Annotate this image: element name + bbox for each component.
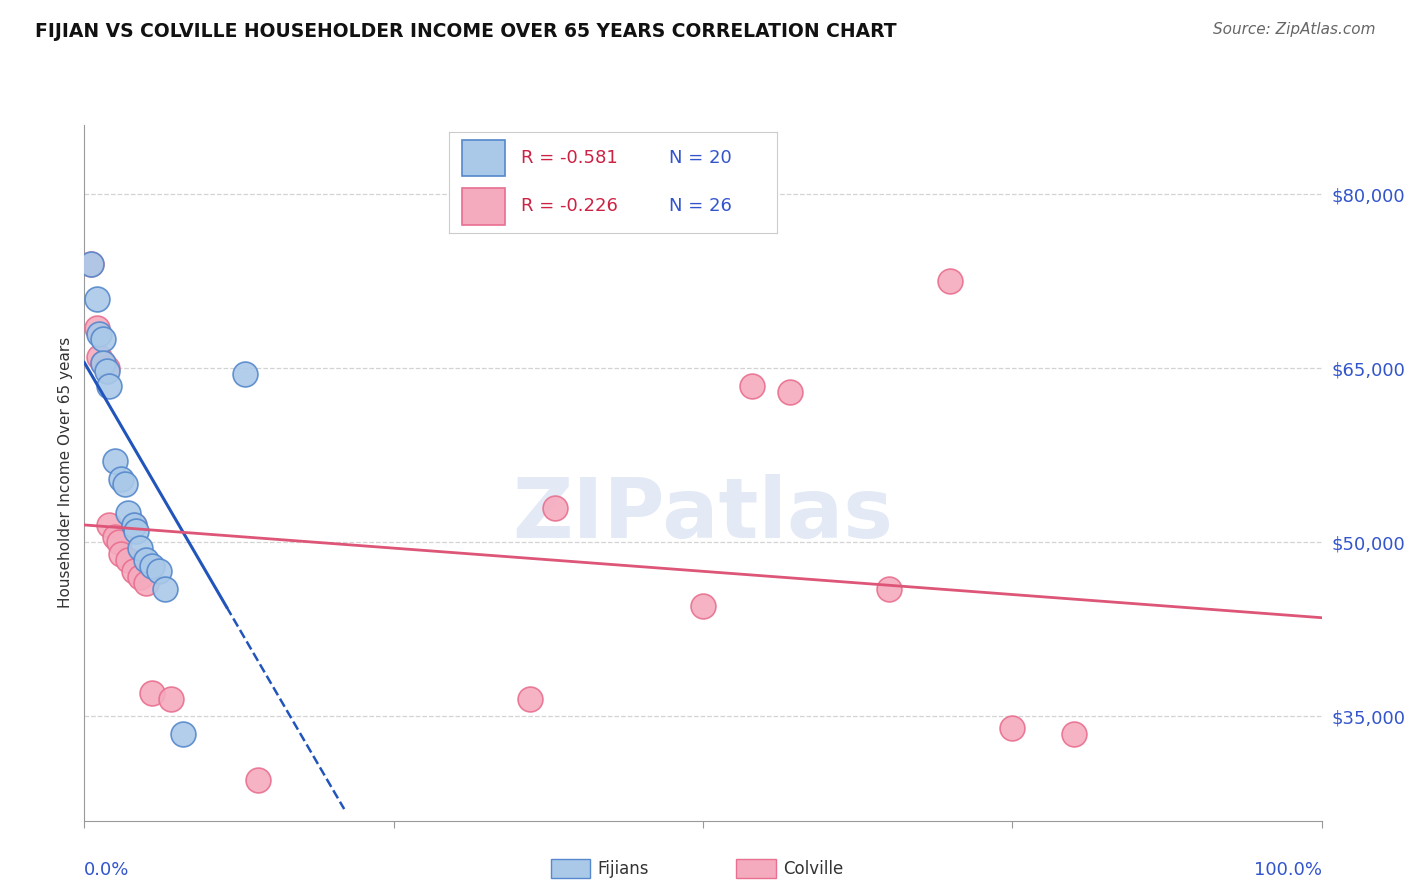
Point [98,517,121,532]
Point [98,378,121,392]
Point [91,332,114,346]
Point [79,257,101,271]
Point [122,564,145,578]
Point [104,454,127,468]
Point [741,378,763,392]
Point [110,471,132,485]
Point [692,599,714,614]
Text: Colville: Colville [783,860,844,878]
Point [939,274,962,288]
Point [114,477,136,491]
Point [246,772,269,787]
Point [141,686,163,700]
Text: FIJIAN VS COLVILLE HOUSEHOLDER INCOME OVER 65 YEARS CORRELATION CHART: FIJIAN VS COLVILLE HOUSEHOLDER INCOME OV… [35,22,897,41]
Point [122,517,145,532]
Point [89,326,111,341]
Point [877,582,900,596]
Point [519,692,541,706]
Text: 100.0%: 100.0% [1254,861,1322,880]
Text: 0.0%: 0.0% [84,861,129,880]
Point [104,529,127,543]
Point [160,692,183,706]
Point [1063,726,1085,740]
Point [86,320,108,334]
Point [779,384,801,399]
Point [141,558,163,573]
Text: Source: ZipAtlas.com: Source: ZipAtlas.com [1212,22,1375,37]
Point [135,576,157,591]
Point [117,552,139,567]
Point [125,524,148,538]
Text: ZIPatlas: ZIPatlas [513,474,893,555]
Point [153,582,176,596]
Point [86,292,108,306]
Point [96,364,118,378]
Text: Fijians: Fijians [598,860,650,878]
Point [129,570,152,584]
FancyBboxPatch shape [551,859,591,879]
Point [91,355,114,369]
Point [79,257,101,271]
Point [148,564,170,578]
Point [233,368,256,382]
Point [117,506,139,520]
Point [110,547,132,561]
Point [91,355,114,369]
Point [108,535,131,549]
Point [96,361,118,376]
Point [89,350,111,364]
Point [172,726,194,740]
FancyBboxPatch shape [737,859,776,879]
Y-axis label: Householder Income Over 65 years: Householder Income Over 65 years [58,337,73,608]
Point [1001,721,1024,735]
Point [129,541,152,555]
Point [122,517,145,532]
Point [543,500,565,515]
Point [135,552,157,567]
